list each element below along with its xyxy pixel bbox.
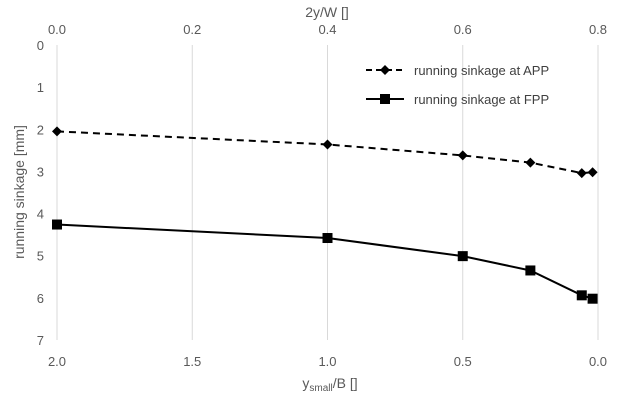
data-point-running-sinkage-at-app-5 <box>587 167 598 178</box>
legend-marker-app <box>380 65 390 75</box>
data-point-running-sinkage-at-app-3 <box>525 157 536 168</box>
y-tick-label-5: 5 <box>37 249 44 264</box>
data-point-running-sinkage-at-app-2 <box>457 150 468 161</box>
x-bottom-tick-label-0: 2.0 <box>48 354 66 369</box>
data-point-running-sinkage-at-fpp-3 <box>525 265 536 276</box>
x-top-axis-title: 2y/W [] <box>305 4 349 20</box>
x-bottom-tick-label-3: 0.5 <box>454 354 472 369</box>
y-tick-label-4: 4 <box>37 207 44 222</box>
x-bottom-axis-title: ysmall/B [] <box>302 375 357 394</box>
data-point-running-sinkage-at-app-0 <box>52 126 62 137</box>
x-bottom-tick-label-1: 1.5 <box>183 354 201 369</box>
y-tick-label-7: 7 <box>37 333 44 348</box>
data-point-running-sinkage-at-app-4 <box>576 168 587 179</box>
x-bottom-axis-title-sub: small <box>309 383 332 394</box>
y-tick-label-1: 1 <box>37 80 44 95</box>
x-bottom-tick-label-2: 1.0 <box>318 354 336 369</box>
x-top-tick-label-4: 0.8 <box>589 22 607 37</box>
data-point-running-sinkage-at-app-1 <box>322 139 333 150</box>
x-top-tick-label-2: 0.4 <box>318 22 336 37</box>
y-tick-label-0: 0 <box>37 38 44 53</box>
x-bottom-tick-label-4: 0.0 <box>589 354 607 369</box>
legend-label-app: running sinkage at APP <box>414 63 549 78</box>
y-tick-label-6: 6 <box>37 291 44 306</box>
y-tick-label-3: 3 <box>37 164 44 179</box>
y-axis-title: running sinkage [mm] <box>11 125 27 259</box>
x-bottom-axis-title-rest: /B [] <box>333 375 358 391</box>
data-point-running-sinkage-at-fpp-1 <box>322 233 333 244</box>
series-group <box>52 126 598 304</box>
x-bottom-axis-title-main: y <box>302 375 309 391</box>
legend-marker-fpp <box>380 94 390 104</box>
legend: running sinkage at APP running sinkage a… <box>366 63 549 107</box>
tick-labels: 0 1 2 3 4 5 6 7 2.0 1.5 1.0 0.5 0.0 0.0 0.2 0.4 0.6 0.8 <box>37 22 607 369</box>
data-point-running-sinkage-at-fpp-5 <box>587 293 598 304</box>
y-tick-label-2: 2 <box>37 122 44 137</box>
legend-label-fpp: running sinkage at FPP <box>414 92 549 107</box>
x-top-tick-label-3: 0.6 <box>454 22 472 37</box>
data-point-running-sinkage-at-fpp-0 <box>52 219 62 230</box>
x-top-tick-label-0: 0.0 <box>48 22 66 37</box>
x-top-tick-label-1: 0.2 <box>183 22 201 37</box>
data-point-running-sinkage-at-fpp-4 <box>576 290 587 301</box>
data-point-running-sinkage-at-fpp-2 <box>457 251 468 262</box>
